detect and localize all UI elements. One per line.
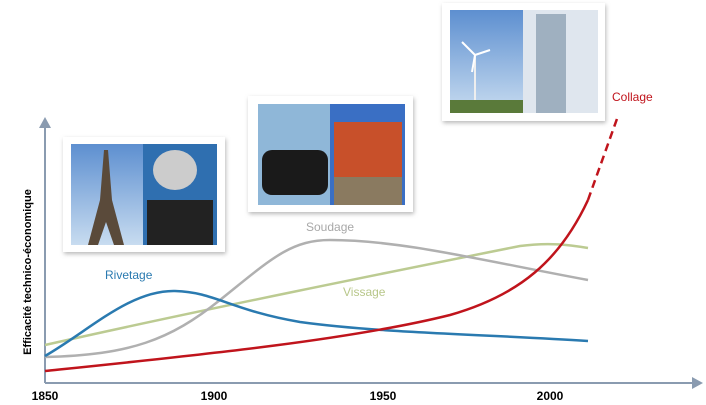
- curve-collage-projection: [586, 115, 620, 201]
- curve-vissage: [44, 242, 589, 347]
- x-tick-label: 1950: [370, 389, 397, 403]
- curve-label: Collage: [612, 90, 653, 104]
- curve-label: Vissage: [343, 285, 386, 299]
- x-tick-label: 1850: [32, 389, 59, 403]
- x-tick-label: 2000: [537, 389, 564, 403]
- curve-soudage: [44, 238, 589, 359]
- x-tick-label: 1900: [201, 389, 228, 403]
- curve-rivetage: [44, 289, 589, 358]
- curve-label: Soudage: [306, 220, 354, 234]
- photo-car-train: [248, 96, 413, 212]
- photo-eiffel-locomotive: [63, 137, 225, 252]
- curve-label: Rivetage: [105, 268, 153, 282]
- axes: [39, 117, 703, 389]
- y-axis-label: Efficacité technico-économique: [22, 189, 34, 355]
- curve-collage: [44, 199, 590, 373]
- photo-wind-building: [442, 3, 605, 121]
